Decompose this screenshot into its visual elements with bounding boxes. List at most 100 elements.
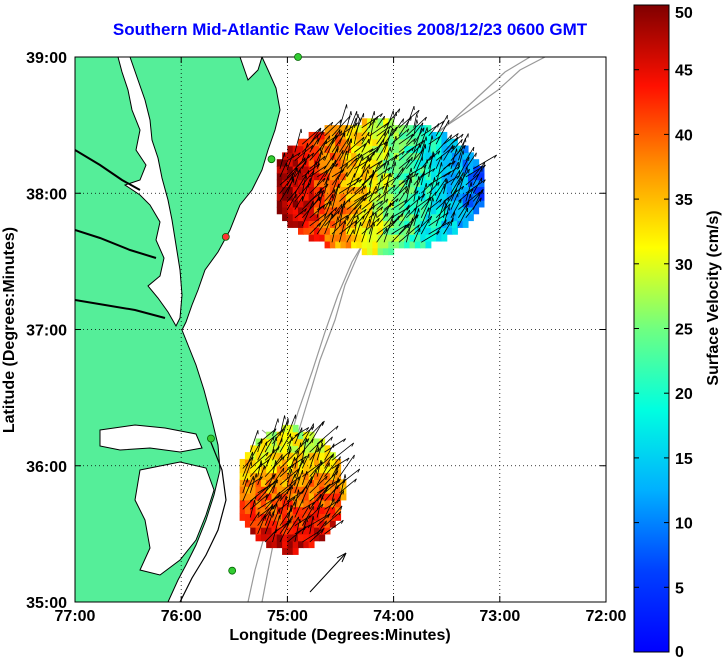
velocity-vector <box>301 479 312 502</box>
colorbar-ticks: 0 5 10 15 20 25 30 35 40 45 50 <box>634 4 693 659</box>
velocity-cell <box>324 493 331 501</box>
velocity-vector-head <box>446 221 451 226</box>
velocity-vector-head <box>424 144 427 149</box>
velocity-cell <box>271 493 278 501</box>
velocity-vector <box>368 222 375 243</box>
velocity-cell <box>313 200 320 208</box>
velocity-vector <box>376 227 388 243</box>
velocity-vector <box>458 207 469 227</box>
velocity-cell <box>457 152 464 160</box>
velocity-cell <box>266 438 273 446</box>
velocity-cell <box>292 424 299 433</box>
velocity-vector <box>264 511 274 535</box>
velocity-vector <box>428 171 451 186</box>
velocity-cell <box>377 206 384 215</box>
velocity-cell <box>255 533 262 542</box>
velocity-cell <box>367 247 373 256</box>
velocity-cell <box>420 186 427 194</box>
velocity-cell <box>425 145 432 153</box>
velocity-vector-head <box>357 468 361 473</box>
velocity-cell <box>303 200 310 208</box>
velocity-vector <box>413 119 418 137</box>
velocity-cell <box>287 479 294 487</box>
velocity-cell <box>377 247 384 256</box>
velocity-vector <box>450 176 462 202</box>
x-tick-label: 76:00 <box>161 608 202 625</box>
velocity-cell <box>308 213 315 222</box>
velocity-vector-head <box>439 198 442 203</box>
map-layer <box>75 57 546 602</box>
velocity-cell <box>414 193 421 201</box>
velocity-cell <box>478 172 485 181</box>
velocity-cell <box>441 159 448 167</box>
velocity-cell <box>430 145 437 153</box>
velocity-cell <box>467 152 474 160</box>
velocity-vector-head <box>321 150 323 155</box>
velocity-vector-head <box>483 162 486 167</box>
velocity-cell <box>409 220 416 228</box>
axis-ticks: 77:00 76:00 75:00 74:00 73:00 72:00 35:00 36:00… <box>26 50 626 625</box>
velocity-cell <box>313 493 320 501</box>
velocity-cell <box>266 493 273 501</box>
velocity-cell <box>276 465 283 474</box>
velocity-cell <box>462 186 469 194</box>
velocity-vector-head <box>417 224 420 229</box>
velocity-cell <box>377 213 384 222</box>
velocity-cell <box>313 445 320 453</box>
velocity-vector <box>302 127 321 145</box>
colorbar-tick-label: 35 <box>675 192 693 209</box>
velocity-cell <box>462 193 469 201</box>
velocity-cell <box>340 152 347 160</box>
velocity-cell <box>266 452 273 460</box>
velocity-cell <box>271 533 278 542</box>
velocity-vector <box>257 505 273 518</box>
velocity-cell <box>271 465 278 474</box>
velocity-vector <box>376 167 391 178</box>
velocity-vector <box>391 199 408 210</box>
velocity-vector <box>435 114 448 137</box>
velocity-cell <box>319 465 326 474</box>
velocity-vector <box>465 197 482 219</box>
velocity-cell <box>319 166 326 174</box>
velocity-cell <box>441 206 448 215</box>
velocity-vector <box>324 213 334 235</box>
velocity-cell <box>319 513 326 521</box>
velocity-vector-head <box>437 123 440 128</box>
velocity-vector-head <box>282 467 285 472</box>
velocity-cell <box>329 486 336 494</box>
velocity-cell <box>345 152 352 160</box>
velocity-cell <box>319 438 326 446</box>
velocity-vector-head <box>292 496 296 501</box>
velocity-cell <box>382 193 389 201</box>
velocity-cell <box>361 193 368 201</box>
velocity-vector-head <box>297 516 300 521</box>
velocity-cell <box>361 186 368 194</box>
velocity-cell <box>266 458 273 467</box>
velocity-vector-head <box>418 208 420 213</box>
velocity-vector-head <box>452 217 454 222</box>
velocity-cell <box>388 247 395 256</box>
velocity-vector <box>264 449 275 469</box>
velocity-cell <box>303 458 310 467</box>
velocity-cell <box>446 172 453 181</box>
velocity-cell <box>239 458 246 467</box>
velocity-vector-head <box>260 460 263 465</box>
velocity-vector <box>420 155 432 169</box>
velocity-cell <box>282 186 288 194</box>
velocity-cell <box>329 465 336 474</box>
velocity-cell <box>367 145 373 153</box>
velocity-vector <box>331 184 340 210</box>
velocity-vector-head <box>291 515 293 520</box>
colorbar-tick-label: 15 <box>675 451 693 468</box>
velocity-vector <box>435 119 450 145</box>
velocity-cell <box>367 138 373 147</box>
velocity-cell <box>276 486 283 494</box>
velocity-cell <box>287 152 294 160</box>
velocity-vector <box>316 130 324 145</box>
velocity-cell <box>282 520 288 528</box>
velocity-cell <box>260 533 267 542</box>
velocity-cell <box>372 179 379 188</box>
velocity-vector <box>294 459 305 477</box>
velocity-cell <box>292 472 299 480</box>
velocity-vector <box>272 460 277 477</box>
